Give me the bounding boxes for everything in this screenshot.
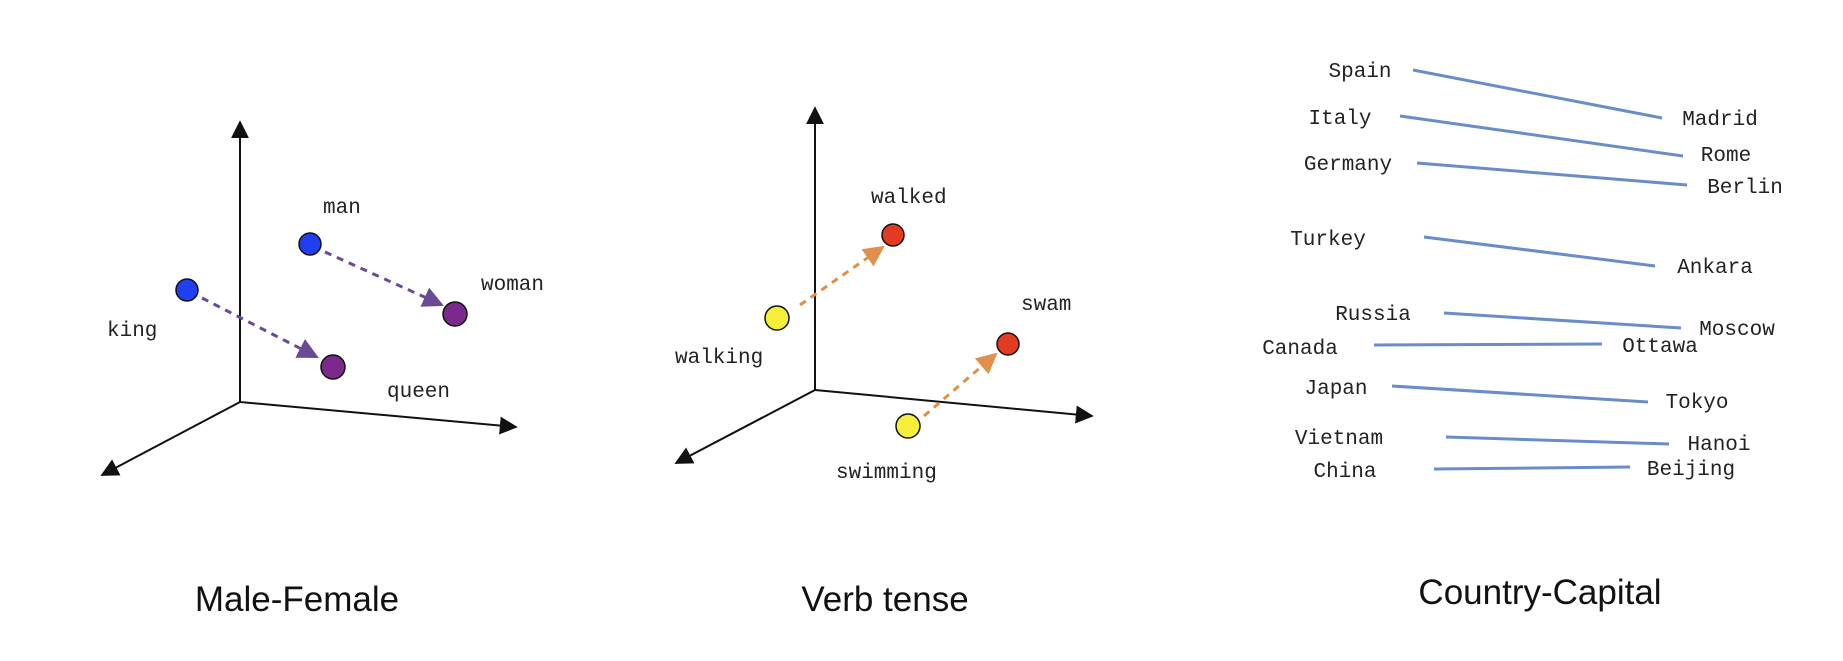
male-female-panel: man woman king queen Male-Female (100, 120, 544, 619)
swimming-swam-arrow (923, 352, 998, 418)
pair-connector-line (1445, 435, 1670, 446)
man-point (298, 232, 322, 256)
country-capital-pair: Spain Madrid (1328, 61, 1757, 132)
walking-walked-arrow (799, 245, 885, 307)
man-label: man (323, 197, 361, 220)
country-capital-pair: Germany Berlin (1304, 154, 1783, 200)
z-axis (674, 389, 816, 464)
capital-label: Moscow (1699, 319, 1775, 342)
country-capital-pair: China Beijing (1313, 459, 1735, 484)
axes-3d (100, 120, 518, 476)
z-axis (100, 401, 241, 476)
country-label: China (1313, 461, 1376, 484)
pair-connector-line (1412, 68, 1663, 120)
country-capital-pair: Italy Rome (1308, 108, 1751, 168)
country-capital-pair: Turkey Ankara (1290, 229, 1753, 280)
walked-point (881, 223, 905, 247)
capital-label: Ankara (1677, 257, 1753, 280)
king-label: king (107, 320, 157, 343)
country-capital-caption: Country-Capital (1418, 573, 1661, 612)
verb-tense-caption: Verb tense (801, 580, 968, 619)
country-capital-panel: Spain Madrid Italy Rome Germany Berlin Turkey A… (1262, 61, 1783, 612)
country-capital-pair: Vietnam Hanoi (1295, 428, 1751, 457)
country-label: Turkey (1290, 229, 1366, 252)
swam-label: swam (1021, 294, 1071, 317)
queen-point (320, 354, 346, 380)
verb-tense-panel: walked swam walking swimming Verb tense (674, 106, 1094, 619)
swam-point (996, 332, 1020, 356)
king-queen-arrow (201, 296, 319, 359)
pair-connector-line (1416, 161, 1688, 187)
pair-connector-line (1433, 465, 1631, 471)
capital-label: Beijing (1647, 459, 1735, 482)
man-woman-arrow (324, 250, 444, 307)
country-capital-pair: Japan Tokyo (1304, 378, 1728, 415)
capital-label: Hanoi (1687, 434, 1750, 457)
x-axis (814, 389, 1094, 424)
country-label: Canada (1262, 338, 1338, 361)
pair-connector-line (1391, 384, 1649, 404)
country-label: Vietnam (1295, 428, 1383, 451)
capital-label: Rome (1701, 145, 1751, 168)
country-label: Spain (1328, 61, 1391, 84)
country-label: Italy (1308, 108, 1371, 131)
capital-label: Ottawa (1622, 336, 1698, 359)
country-label: Japan (1304, 378, 1367, 401)
capital-label: Tokyo (1665, 392, 1728, 415)
capital-label: Madrid (1682, 109, 1758, 132)
walked-label: walked (871, 187, 947, 210)
woman-label: woman (481, 274, 544, 297)
pair-connector-line (1399, 114, 1684, 158)
country-capital-pair: Russia Moscow (1335, 304, 1775, 342)
pair-connector-line (1443, 311, 1682, 330)
pair-connector-line (1423, 235, 1656, 268)
country-label: Russia (1335, 304, 1411, 327)
country-label: Germany (1304, 154, 1392, 177)
woman-point (442, 301, 468, 327)
pair-connector-line (1373, 342, 1603, 347)
swimming-point (895, 413, 921, 439)
walking-point (764, 305, 790, 331)
walking-label: walking (675, 347, 763, 370)
x-axis (239, 401, 518, 435)
capital-label: Berlin (1707, 177, 1783, 200)
country-capital-pairs: Spain Madrid Italy Rome Germany Berlin Turkey A… (1262, 61, 1783, 484)
axes-3d (674, 106, 1094, 464)
king-point (175, 278, 199, 302)
swimming-label: swimming (836, 462, 937, 485)
male-female-caption: Male-Female (195, 580, 399, 619)
country-capital-pair: Canada Ottawa (1262, 336, 1698, 361)
queen-label: queen (387, 381, 450, 404)
